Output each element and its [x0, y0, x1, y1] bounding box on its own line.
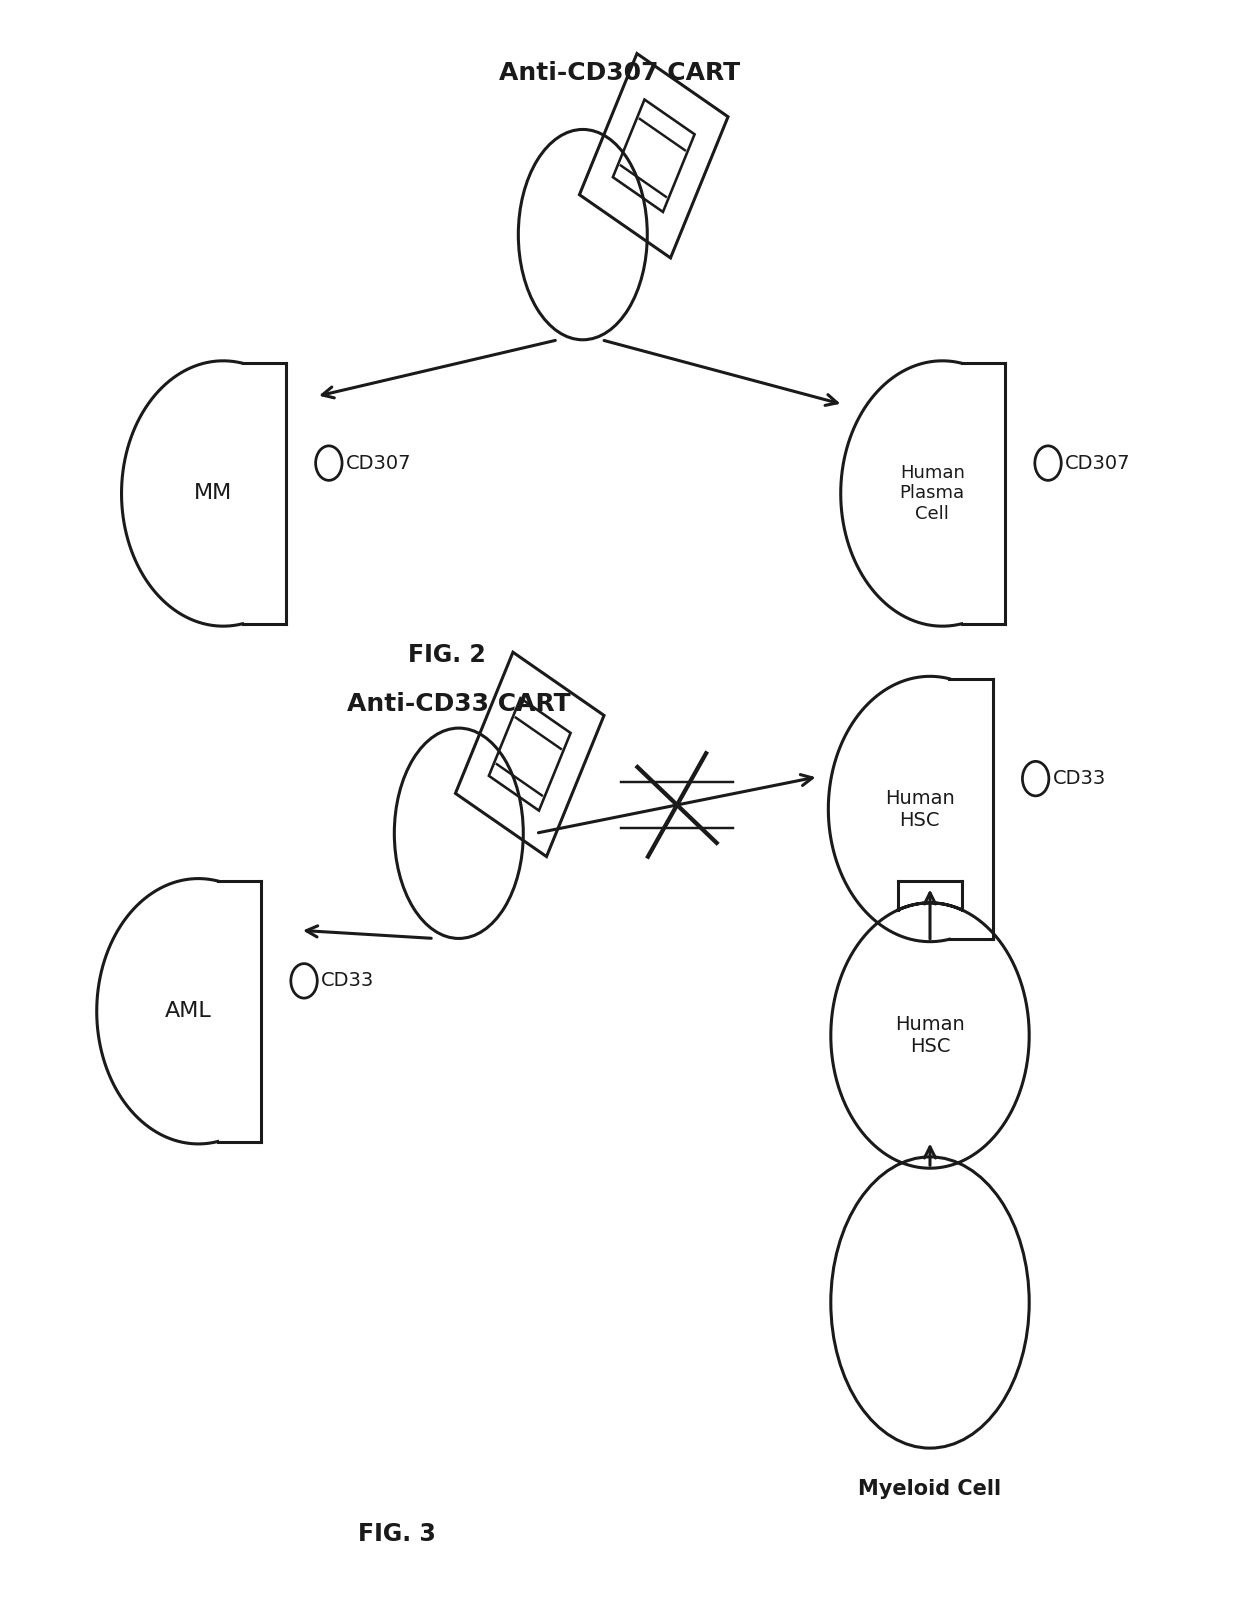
Text: Human
HSC: Human HSC: [895, 1014, 965, 1057]
Text: Anti-CD307 CART: Anti-CD307 CART: [500, 61, 740, 84]
Text: CD33: CD33: [321, 971, 374, 990]
Text: Human
HSC: Human HSC: [885, 788, 955, 830]
Text: Myeloid Cell: Myeloid Cell: [858, 1479, 1002, 1498]
Text: FIG. 3: FIG. 3: [358, 1523, 435, 1545]
Text: CD307: CD307: [346, 453, 412, 472]
Text: Human
Plasma
Cell: Human Plasma Cell: [900, 464, 965, 523]
Text: CD33: CD33: [1053, 769, 1106, 788]
Text: FIG. 2: FIG. 2: [408, 644, 485, 667]
Text: Anti-CD33 CART: Anti-CD33 CART: [347, 693, 570, 715]
Text: CD307: CD307: [1065, 453, 1131, 472]
Text: MM: MM: [193, 484, 232, 503]
Text: AML: AML: [165, 1002, 212, 1021]
